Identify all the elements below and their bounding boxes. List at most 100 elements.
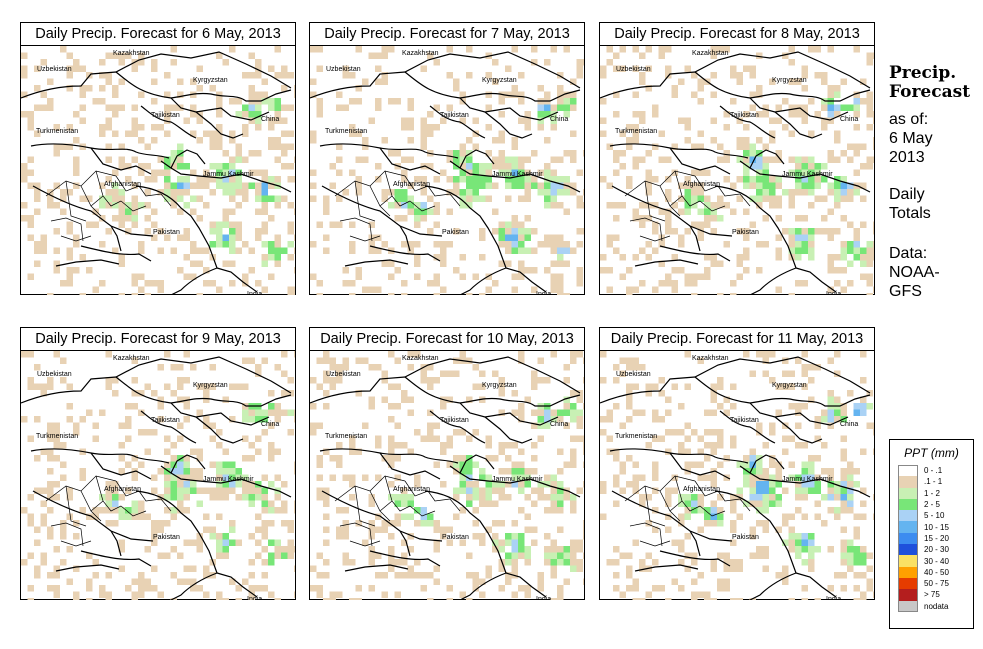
precip-cell [645,442,652,449]
precip-cell [775,572,782,579]
precip-cell [600,481,607,488]
precip-cell [730,280,737,287]
country-border [459,572,507,600]
legend-swatch [898,577,918,590]
precip-cell [274,111,281,118]
precip-cell [40,552,47,559]
precip-cell [544,111,551,118]
precip-cell [795,546,802,553]
precip-cell [853,546,860,553]
precip-cell [368,533,375,540]
precip-cell [788,169,795,176]
precip-cell [550,169,557,176]
precip-cell [511,163,518,170]
precip-cell [801,468,808,475]
country-border [110,530,122,557]
precip-cell [505,578,512,585]
precip-cell [60,208,67,215]
precip-cell [368,559,375,566]
precip-cell [294,267,295,274]
precip-cell [583,228,584,235]
precip-cell [446,526,453,533]
country-border [449,160,581,193]
precip-cell [619,65,626,72]
precip-cell [222,208,229,215]
precip-cell [255,539,262,546]
country-label: Kyrgyzstan [193,77,228,84]
precip-cell [801,247,808,254]
precip-cell [479,591,486,598]
precip-cell [563,494,570,501]
precip-cell [60,377,67,384]
precip-cell [619,552,626,559]
precip-cell [138,578,145,585]
precip-cell [576,273,583,280]
precip-cell [99,72,106,79]
precip-cell [472,182,479,189]
precip-cell [795,403,802,410]
precip-cell [466,572,473,579]
precip-cell [216,533,223,540]
precip-cell [814,72,821,79]
precip-cell [53,546,60,553]
precip-cell [222,474,229,481]
precip-cell [704,520,711,527]
precip-cell [242,111,249,118]
precip-cell [433,273,440,280]
precip-cell [873,448,874,455]
precip-cell [138,137,145,144]
precip-cell [691,202,698,209]
precip-cell [459,481,466,488]
precip-cell [756,552,763,559]
precip-cell [873,591,874,598]
precip-cell [827,104,834,111]
precip-cell [407,98,414,105]
precip-cell [756,494,763,501]
province-border [629,217,663,242]
province-border [674,170,701,207]
precip-cell [866,585,873,592]
map-panel: Daily Precip. Forecast for 11 May, 2013 … [599,327,875,600]
precip-cell [47,455,54,462]
precip-cell [834,481,841,488]
country-border [634,259,699,267]
country-border [32,490,154,542]
precip-cell [394,215,401,222]
country-border [404,376,461,404]
precip-cell [53,150,60,157]
precip-cell [209,494,216,501]
precip-cell [66,546,73,553]
precip-cell [626,182,633,189]
precip-cell [177,474,184,481]
precip-cell [550,500,557,507]
precip-cell [665,46,672,53]
precip-cell [281,72,288,79]
precip-cell [407,241,414,248]
precip-cell [557,280,564,287]
precip-cell [678,546,685,553]
precip-cell [827,487,834,494]
precip-cell [537,487,544,494]
precip-cell [866,59,873,66]
precip-cell [678,585,685,592]
precip-cell [342,72,349,79]
precip-cell [459,195,466,202]
precip-cell [762,182,769,189]
precip-cell [329,591,336,598]
precip-cell [505,234,512,241]
precip-cell [775,468,782,475]
precip-cell [66,221,73,228]
precip-cell [583,481,584,488]
precip-cell [99,85,106,92]
legend-item: 1 - 2 [890,487,973,499]
precip-cell [144,383,151,390]
country-border [795,267,837,293]
precip-cell [105,507,112,514]
precip-cell [645,241,652,248]
precip-cell [613,52,620,59]
precip-cell [485,163,492,170]
precip-cell [684,176,691,183]
precip-cell [769,481,776,488]
precip-cell [190,364,197,371]
precip-cell [190,565,197,572]
